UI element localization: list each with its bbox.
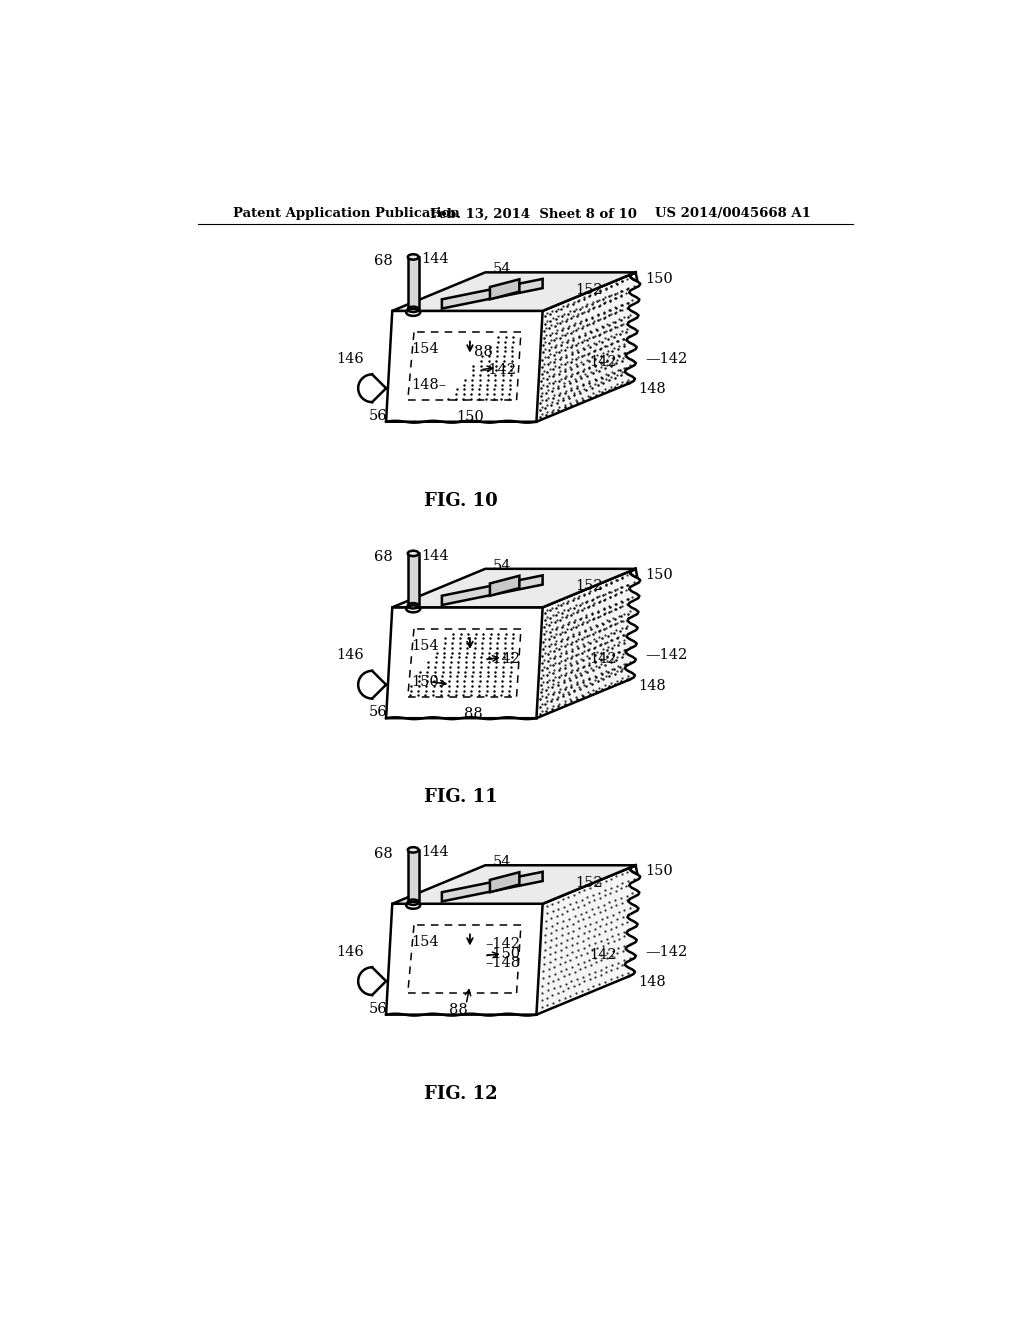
Text: 148–: 148– xyxy=(412,379,446,392)
Polygon shape xyxy=(408,257,419,309)
Text: 56: 56 xyxy=(369,409,388,422)
Ellipse shape xyxy=(408,255,419,260)
Polygon shape xyxy=(489,280,519,300)
Text: 152: 152 xyxy=(575,579,603,593)
Text: 88: 88 xyxy=(449,1003,468,1016)
Text: 144: 144 xyxy=(421,845,449,859)
Polygon shape xyxy=(537,569,640,718)
Text: 88: 88 xyxy=(474,345,493,359)
Text: 54: 54 xyxy=(493,855,511,869)
Ellipse shape xyxy=(408,306,419,312)
Polygon shape xyxy=(537,272,640,422)
Polygon shape xyxy=(386,607,543,718)
Text: 142: 142 xyxy=(589,652,616,665)
Text: —142: —142 xyxy=(645,648,687,663)
Text: 150: 150 xyxy=(456,411,483,424)
Text: 148: 148 xyxy=(639,678,667,693)
Text: 152: 152 xyxy=(575,282,603,297)
Text: 150: 150 xyxy=(645,272,673,285)
Text: 56: 56 xyxy=(369,705,388,719)
Text: –148: –148 xyxy=(485,956,521,970)
Text: 144: 144 xyxy=(421,549,449,562)
Text: 142: 142 xyxy=(589,355,616,370)
Text: FIG. 10: FIG. 10 xyxy=(424,492,498,510)
Ellipse shape xyxy=(408,899,419,906)
Ellipse shape xyxy=(408,847,419,853)
Ellipse shape xyxy=(408,603,419,609)
Text: 150: 150 xyxy=(645,568,673,582)
Text: 148: 148 xyxy=(639,975,667,989)
Text: 150: 150 xyxy=(645,865,673,878)
Polygon shape xyxy=(489,873,519,892)
Text: –142: –142 xyxy=(481,363,517,376)
Text: 68: 68 xyxy=(374,253,392,268)
Polygon shape xyxy=(408,553,419,606)
Text: 154: 154 xyxy=(412,639,439,653)
Text: 146: 146 xyxy=(337,945,365,958)
Ellipse shape xyxy=(408,550,419,556)
Text: –142: –142 xyxy=(485,937,520,952)
Text: 54: 54 xyxy=(493,558,511,573)
Polygon shape xyxy=(392,569,636,607)
Polygon shape xyxy=(537,866,640,1015)
Polygon shape xyxy=(392,272,636,312)
Text: 68: 68 xyxy=(374,846,392,861)
Polygon shape xyxy=(442,871,543,902)
Text: 56: 56 xyxy=(369,1002,388,1016)
Polygon shape xyxy=(386,312,543,422)
Text: US 2014/0045668 A1: US 2014/0045668 A1 xyxy=(655,207,811,220)
Text: 68: 68 xyxy=(374,550,392,564)
Text: –150: –150 xyxy=(485,946,521,961)
Text: 148: 148 xyxy=(639,383,667,396)
Text: —142: —142 xyxy=(645,351,687,366)
Polygon shape xyxy=(386,904,543,1015)
Text: –142: –142 xyxy=(485,652,520,667)
Polygon shape xyxy=(489,576,519,595)
Text: 146: 146 xyxy=(337,351,365,366)
Text: —142: —142 xyxy=(645,945,687,958)
Text: 154: 154 xyxy=(412,936,439,949)
Polygon shape xyxy=(442,576,543,605)
Text: 146: 146 xyxy=(337,648,365,663)
Text: 152: 152 xyxy=(575,875,603,890)
Text: Feb. 13, 2014  Sheet 8 of 10: Feb. 13, 2014 Sheet 8 of 10 xyxy=(430,207,637,220)
Polygon shape xyxy=(442,279,543,309)
Text: FIG. 11: FIG. 11 xyxy=(424,788,498,807)
Text: 142: 142 xyxy=(589,948,616,962)
Polygon shape xyxy=(408,850,419,903)
Text: 150–: 150– xyxy=(412,675,446,689)
Text: 88: 88 xyxy=(465,706,483,721)
Polygon shape xyxy=(392,866,636,904)
Text: 154: 154 xyxy=(412,342,439,356)
Text: Patent Application Publication: Patent Application Publication xyxy=(232,207,460,220)
Text: FIG. 12: FIG. 12 xyxy=(424,1085,498,1104)
Text: 54: 54 xyxy=(493,263,511,276)
Text: 144: 144 xyxy=(421,252,449,267)
